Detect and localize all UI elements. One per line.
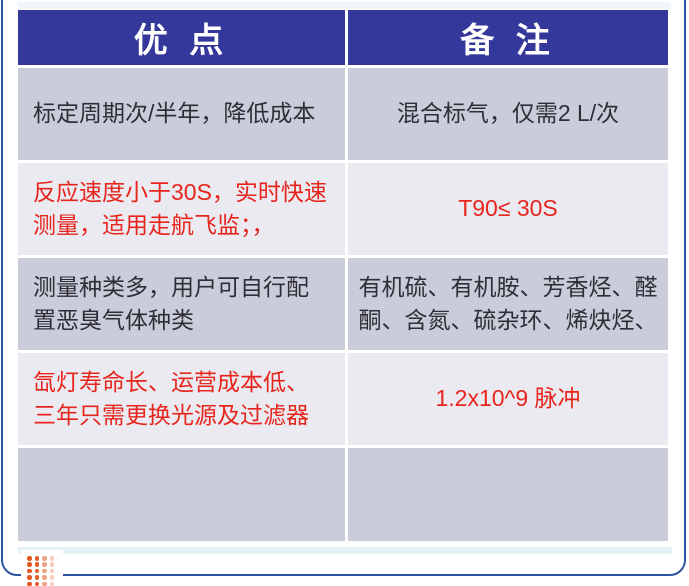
dot: [49, 556, 55, 561]
dot: [27, 575, 32, 580]
dot: [34, 568, 40, 574]
dot: [42, 581, 47, 586]
note-cell: 混合标气，仅需2 L/次: [348, 68, 668, 160]
dot: [34, 562, 40, 567]
table-row: 反应速度小于30S，实时快速测量，适用走航飞监；， T90≤ 30S: [18, 163, 668, 255]
dot: [42, 562, 47, 567]
advantage-cell: [18, 448, 345, 541]
advantage-cell: 测量种类多，用户可自行配置恶臭气体种类: [18, 258, 345, 350]
dot: [42, 568, 47, 574]
orange-dot-grid-icon: [27, 556, 55, 586]
top-accent-strip: [18, 2, 671, 9]
dot: [34, 581, 40, 586]
note-cell: 1.2x10^9 脉冲: [348, 353, 668, 445]
bottom-accent-strip: [18, 547, 672, 554]
advantage-cell: 氙灯寿命长、运营成本低、三年只需更换光源及过滤器: [18, 353, 345, 445]
dot: [27, 556, 32, 561]
dot: [42, 556, 47, 561]
advantage-cell: 反应速度小于30S，实时快速测量，适用走航飞监；，: [18, 163, 345, 255]
table-row: [18, 448, 668, 541]
dot: [27, 581, 32, 586]
advantage-cell: 标定周期次/半年，降低成本: [18, 68, 345, 160]
dot: [34, 575, 40, 580]
dot: [49, 581, 55, 586]
table-header-row: 优 点 备 注: [18, 10, 668, 65]
dot: [27, 568, 32, 574]
column-header-advantages: 优 点: [18, 10, 345, 65]
table-row: 测量种类多，用户可自行配置恶臭气体种类 有机硫、有机胺、芳香烃、醛酮、含氮、硫杂…: [18, 258, 668, 350]
table-row: 标定周期次/半年，降低成本 混合标气，仅需2 L/次: [18, 68, 668, 160]
note-cell: T90≤ 30S: [348, 163, 668, 255]
column-header-notes: 备 注: [348, 10, 668, 65]
dot: [34, 556, 40, 561]
dot: [42, 575, 47, 580]
note-cell: 有机硫、有机胺、芳香烃、醛酮、含氮、硫杂环、烯炔烃、: [348, 258, 668, 350]
table-row: 氙灯寿命长、运营成本低、三年只需更换光源及过滤器 1.2x10^9 脉冲: [18, 353, 668, 445]
note-cell: [348, 448, 668, 541]
dot: [49, 562, 55, 567]
comparison-table: 优 点 备 注 标定周期次/半年，降低成本 混合标气，仅需2 L/次 反应速度小…: [18, 10, 668, 541]
dot: [49, 575, 55, 580]
dot: [49, 568, 55, 574]
dot: [27, 562, 32, 567]
